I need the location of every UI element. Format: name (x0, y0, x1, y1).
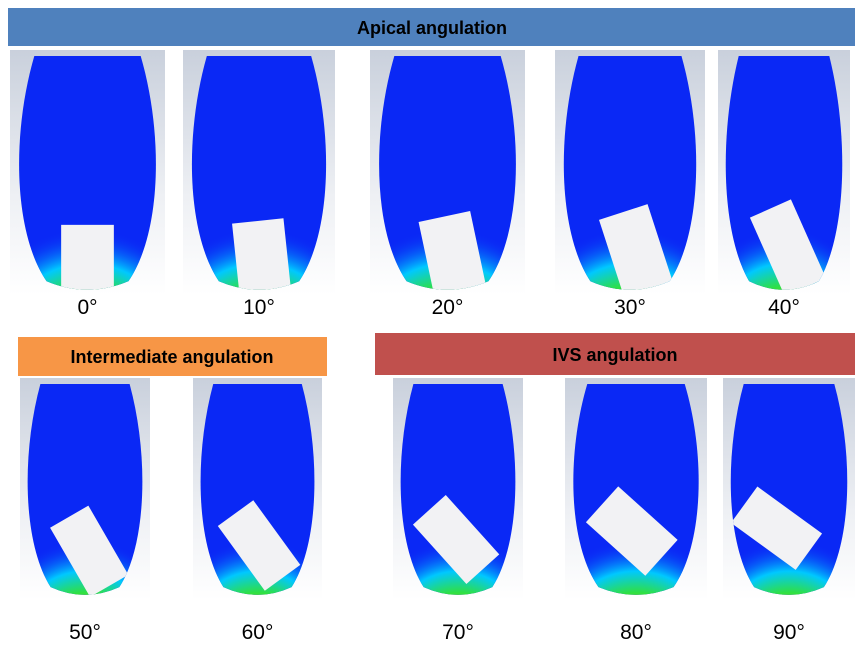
panel: 20° (370, 50, 525, 319)
header-bar (375, 333, 855, 375)
probe (50, 505, 129, 595)
panel: 40° (718, 50, 850, 319)
ventricle (19, 56, 156, 290)
probe (61, 224, 114, 290)
ventricle (191, 56, 327, 290)
angle-label: 10° (243, 296, 275, 319)
flow-hotspot (730, 524, 848, 595)
header-bar (18, 337, 327, 376)
angle-label: 20° (432, 296, 464, 319)
panel: 60° (193, 378, 322, 644)
ventricle (379, 56, 516, 290)
ventricle (573, 384, 699, 595)
ventricle (725, 56, 843, 290)
angle-label: 80° (620, 621, 652, 644)
flow-hotspot (573, 524, 699, 595)
flow-hotspot (563, 212, 697, 290)
panel: 50° (20, 378, 150, 644)
angle-label: 50° (69, 621, 101, 644)
angle-label: 40° (768, 296, 800, 319)
probe (749, 199, 826, 290)
panel: 80° (565, 378, 707, 644)
header-text: Intermediate angulation (70, 347, 273, 367)
flow-hotspot (191, 212, 327, 290)
panel: 70° (393, 378, 523, 644)
angle-label: 70° (442, 621, 474, 644)
angle-label: 30° (614, 296, 646, 319)
angle-label: 60° (242, 621, 274, 644)
probe (412, 494, 500, 584)
ventricle (200, 384, 315, 595)
header-text: Apical angulation (357, 18, 507, 38)
ventricle (563, 56, 697, 290)
probe (232, 218, 293, 290)
angle-label: 0° (77, 296, 97, 319)
flow-hotspot (725, 212, 843, 290)
angle-label: 90° (773, 621, 805, 644)
ventricle (27, 384, 143, 595)
flow-hotspot (379, 212, 516, 290)
probe (585, 486, 678, 576)
probe (599, 204, 675, 290)
probe (217, 500, 301, 591)
ventricle (400, 384, 516, 595)
panel: 30° (555, 50, 705, 319)
panel: 0° (10, 50, 165, 319)
probe (418, 211, 489, 290)
header-bar (8, 8, 855, 46)
ventricle (730, 384, 848, 595)
flow-hotspot (19, 212, 156, 290)
probe (731, 486, 823, 570)
panel: 90° (723, 378, 855, 644)
header-text: IVS angulation (552, 345, 677, 365)
panels: 0° 10° 20° 30° 40° 50° 60° 70° 80° 90° (10, 50, 855, 644)
panel: 10° (183, 50, 335, 319)
